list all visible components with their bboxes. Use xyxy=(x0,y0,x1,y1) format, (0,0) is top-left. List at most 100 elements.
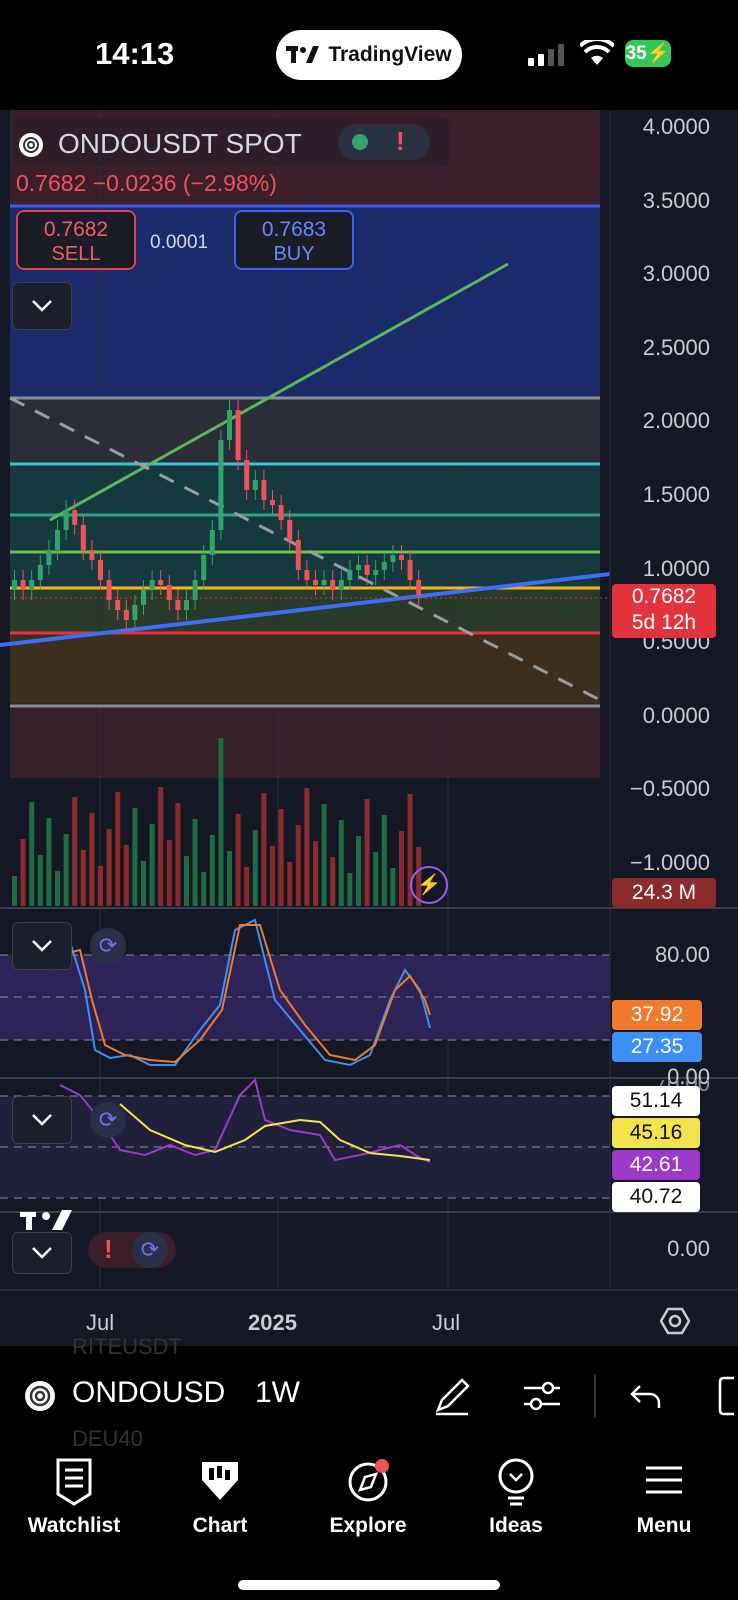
sell-button[interactable]: 0.7682 SELL xyxy=(16,210,136,270)
tab-chart-label: Chart xyxy=(192,1514,248,1537)
volume-bar xyxy=(175,803,181,906)
candle-body xyxy=(407,560,413,580)
refresh-icon: ⟳ xyxy=(132,1232,168,1268)
ghost-symbol-top: RITEUSDT xyxy=(72,1334,182,1359)
volume-bar xyxy=(132,808,138,906)
volume-bar xyxy=(407,794,413,906)
tv-watermark-icon xyxy=(20,1210,80,1232)
zone-teal xyxy=(10,464,600,586)
volume-bar xyxy=(295,825,301,906)
zone-red xyxy=(10,703,600,778)
volume-bar xyxy=(184,856,189,906)
stoch-k-line xyxy=(59,924,431,1064)
indicators-sliders-icon[interactable] xyxy=(522,1378,562,1414)
candle-body xyxy=(338,580,344,590)
candle-body xyxy=(295,540,301,570)
extra-pane-status[interactable]: ! ⟳ xyxy=(88,1232,176,1268)
volume-bar xyxy=(347,873,353,906)
volume-bar xyxy=(364,799,370,906)
candle-body xyxy=(37,565,43,580)
rsi-ma-line xyxy=(119,1103,431,1161)
sell-label: SELL xyxy=(51,243,101,265)
candle-body xyxy=(46,550,52,565)
extra-collapse-button[interactable] xyxy=(12,1232,72,1274)
tradingview-pill[interactable]: TradingView xyxy=(276,30,462,80)
volume-bar xyxy=(80,850,86,906)
refresh-icon[interactable]: ⟳ xyxy=(90,1102,126,1138)
volume-bar xyxy=(201,872,207,906)
candle-body xyxy=(270,500,275,505)
drawing-pen-icon[interactable] xyxy=(432,1376,472,1416)
candle-body xyxy=(252,480,258,490)
stoch-collapse-button[interactable] xyxy=(12,922,72,970)
tradingview-logo-icon xyxy=(286,46,320,63)
volume-bar xyxy=(399,831,404,906)
rsi-tag-4: 40.72 xyxy=(612,1182,700,1212)
price-tick: 3.5000 xyxy=(642,187,710,213)
candle-body xyxy=(347,570,353,580)
candle-body xyxy=(330,580,336,590)
market-status-pill[interactable]: ! xyxy=(338,124,430,160)
menu-icon xyxy=(646,1466,682,1494)
price-tick: 3.0000 xyxy=(642,261,710,287)
tab-watchlist-label: Watchlist xyxy=(27,1514,121,1537)
trendline-green xyxy=(49,262,509,522)
chevron-down-icon xyxy=(32,1114,52,1126)
chart-icon xyxy=(202,1462,238,1500)
candle-body xyxy=(399,555,404,560)
time-label-2025: 2025 xyxy=(248,1310,297,1335)
volume-bar xyxy=(252,830,258,906)
market-open-icon xyxy=(352,134,368,150)
chart-canvas[interactable] xyxy=(0,110,738,1346)
buy-button[interactable]: 0.7683 BUY xyxy=(234,210,354,270)
wifi-icon xyxy=(580,40,614,65)
volume-bar xyxy=(218,738,224,906)
candle-body xyxy=(123,610,129,620)
rsi-collapse-button[interactable] xyxy=(12,1096,72,1144)
alert-icon: ! xyxy=(104,1234,113,1264)
fullscreen-icon[interactable] xyxy=(718,1376,738,1416)
volume-bar xyxy=(89,813,95,906)
volume-bar xyxy=(29,802,35,906)
symbol-logo-icon xyxy=(25,1381,55,1411)
volume-bar xyxy=(227,851,232,906)
volume-bar xyxy=(72,797,78,906)
toolbar-symbol[interactable]: ONDOUSDT xyxy=(72,1376,224,1409)
candle-body xyxy=(106,580,112,600)
volume-bar xyxy=(158,787,164,906)
tab-ideas-label: Ideas xyxy=(489,1514,543,1537)
signal-icon xyxy=(528,44,564,66)
watchlist-icon xyxy=(56,1458,92,1506)
time-label-jul-2024: Jul xyxy=(86,1310,115,1335)
volume-bar xyxy=(390,868,396,906)
battery-indicator: 35⚡ xyxy=(625,40,671,67)
status-bar: 14:13 TradingView 35⚡ xyxy=(0,0,738,110)
volume-bar xyxy=(192,819,198,906)
volume-bar xyxy=(123,845,129,906)
volume-bar xyxy=(141,861,146,906)
candle-body xyxy=(175,600,181,610)
settings-icon[interactable] xyxy=(660,1306,690,1336)
refresh-icon[interactable]: ⟳ xyxy=(90,928,126,964)
status-time: 14:13 xyxy=(95,36,175,71)
stoch-k-tag: 37.92 xyxy=(612,1000,702,1030)
volume-bar xyxy=(46,818,52,906)
sell-price: 0.7682 xyxy=(43,218,109,241)
trendline-blue xyxy=(0,572,611,647)
symbol-logo-icon xyxy=(19,133,43,157)
volume-bar xyxy=(381,815,387,906)
candle-body xyxy=(304,570,310,580)
price-tick: 0.0000 xyxy=(642,702,710,728)
volume-bar xyxy=(115,792,121,906)
legend-collapse-button[interactable] xyxy=(12,282,72,330)
interval-button[interactable]: 1W xyxy=(255,1376,300,1409)
undo-icon[interactable] xyxy=(630,1382,662,1410)
symbol-title[interactable]: ONDOUSDT SPOT xyxy=(58,128,302,159)
chart-area[interactable]: ONDOUSDT SPOT ! 0.7682 −0.0236 (−2.98%) … xyxy=(0,110,738,1346)
charging-icon: ⚡ xyxy=(646,43,671,64)
lightning-icon[interactable]: ⚡ xyxy=(410,866,448,904)
volume-bar xyxy=(373,852,379,906)
candle-body xyxy=(132,605,138,620)
rsi-tag-1: 51.14 xyxy=(612,1086,700,1116)
price-tick: −1.0000 xyxy=(629,850,710,875)
